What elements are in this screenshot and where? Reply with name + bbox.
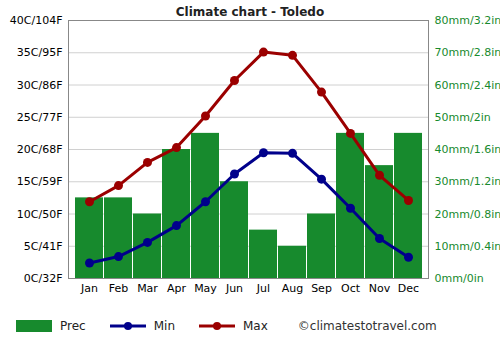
svg-text:Jul: Jul xyxy=(256,282,270,295)
svg-text:0C/32F: 0C/32F xyxy=(24,272,63,285)
svg-text:Jan: Jan xyxy=(80,282,98,295)
svg-text:40C/104F: 40C/104F xyxy=(10,14,63,27)
svg-text:30mm/1.2in: 30mm/1.2in xyxy=(435,175,500,188)
html-text:Prec: Prec xyxy=(60,319,86,333)
svg-text:10C/50F: 10C/50F xyxy=(17,208,63,221)
svg-text:25C/77F: 25C/77F xyxy=(17,111,63,124)
svg-text:70mm/2.8in: 70mm/2.8in xyxy=(435,46,500,59)
html-text:Max: Max xyxy=(243,319,268,333)
svg-text:May: May xyxy=(194,282,217,295)
svg-text:Aug: Aug xyxy=(282,282,303,295)
svg-text:30C/86F: 30C/86F xyxy=(17,79,63,92)
svg-text:35C/95F: 35C/95F xyxy=(17,46,63,59)
svg-text:Feb: Feb xyxy=(109,282,128,295)
svg-text:15C/59F: 15C/59F xyxy=(17,175,63,188)
html-text:Climate chart - Toledo: Climate chart - Toledo xyxy=(175,5,325,19)
svg-text:60mm/2.4in: 60mm/2.4in xyxy=(435,79,500,92)
svg-text:Sep: Sep xyxy=(311,282,332,295)
svg-text:Oct: Oct xyxy=(341,282,361,295)
svg-text:0mm/0in: 0mm/0in xyxy=(435,272,484,285)
svg-text:10mm/0.4in: 10mm/0.4in xyxy=(435,240,500,253)
svg-text:20mm/0.8in: 20mm/0.8in xyxy=(435,208,500,221)
svg-text:20C/68F: 20C/68F xyxy=(17,143,63,156)
svg-text:50mm/2in: 50mm/2in xyxy=(435,111,491,124)
svg-text:40mm/1.6in: 40mm/1.6in xyxy=(435,143,500,156)
svg-text:Dec: Dec xyxy=(398,282,419,295)
svg-text:Mar: Mar xyxy=(137,282,158,295)
svg-text:Nov: Nov xyxy=(369,282,391,295)
svg-text:5C/41F: 5C/41F xyxy=(24,240,63,253)
html-text:©climatestotravel.com: ©climatestotravel.com xyxy=(297,319,437,333)
html-text:Min: Min xyxy=(153,319,175,333)
svg-text:Jun: Jun xyxy=(225,282,243,295)
svg-text:80mm/3.2in: 80mm/3.2in xyxy=(435,14,500,27)
svg-text:Apr: Apr xyxy=(167,282,187,295)
